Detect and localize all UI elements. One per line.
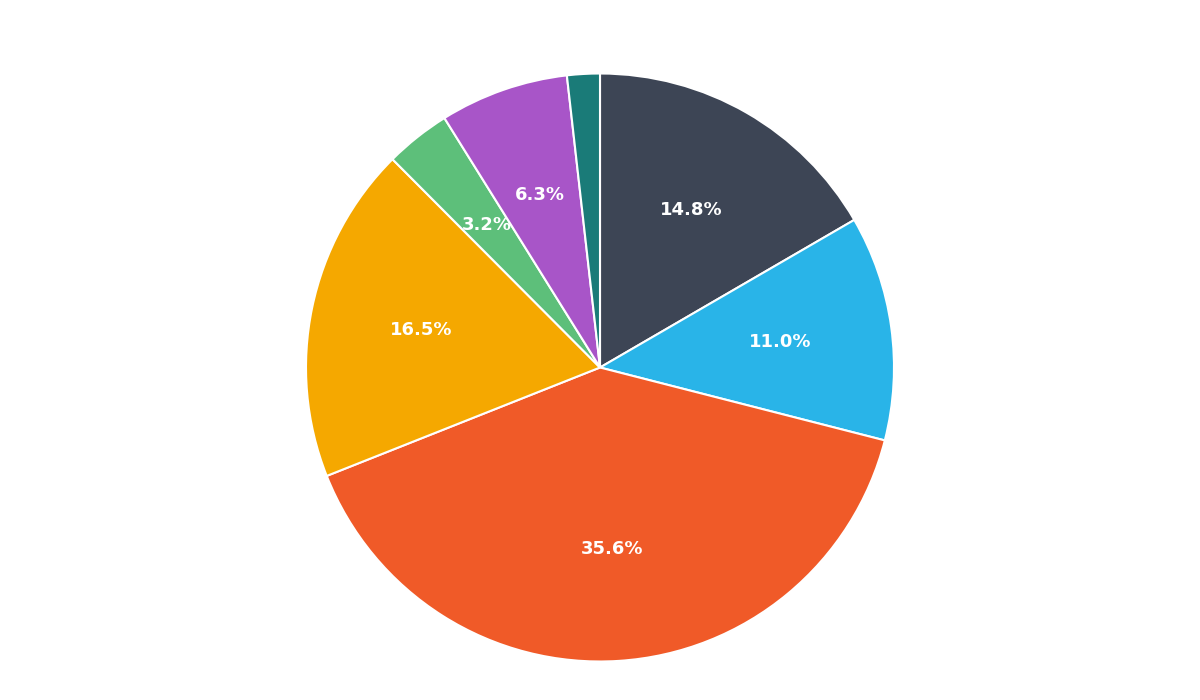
Wedge shape <box>326 368 884 662</box>
Wedge shape <box>566 74 600 368</box>
Text: 16.5%: 16.5% <box>390 321 452 340</box>
Text: 11.0%: 11.0% <box>749 333 812 351</box>
Text: 35.6%: 35.6% <box>581 540 643 559</box>
Text: 14.8%: 14.8% <box>660 200 722 218</box>
Text: 6.3%: 6.3% <box>515 186 565 204</box>
Wedge shape <box>306 159 600 476</box>
Wedge shape <box>444 76 600 368</box>
Wedge shape <box>600 74 854 368</box>
Wedge shape <box>600 220 894 440</box>
Text: 3.2%: 3.2% <box>462 216 511 234</box>
Wedge shape <box>392 118 600 368</box>
